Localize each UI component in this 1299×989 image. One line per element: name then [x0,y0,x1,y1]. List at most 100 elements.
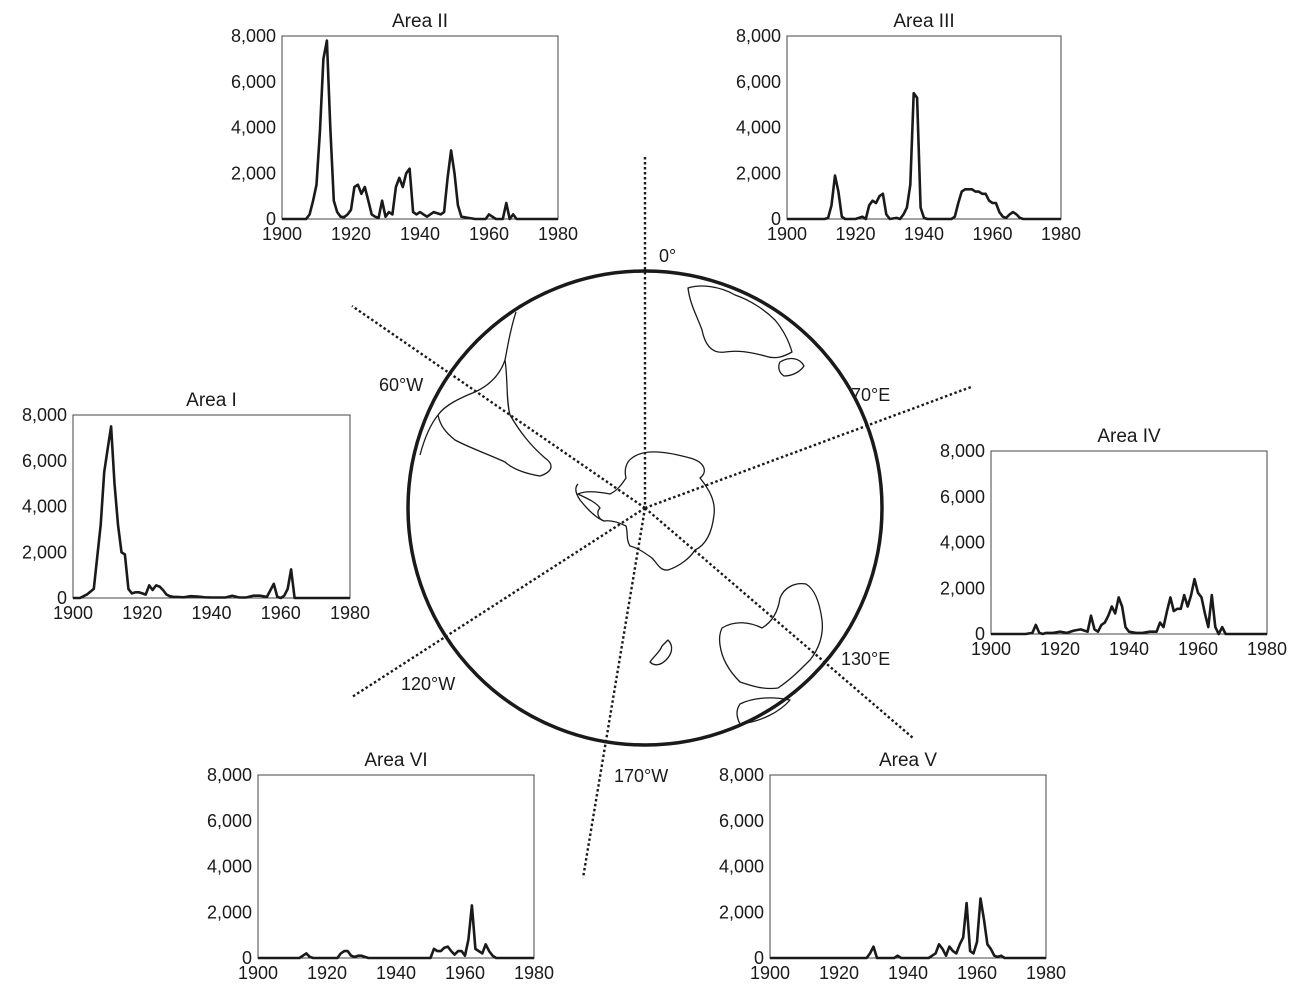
southeast-asia-coastline [736,697,791,725]
chart-3-ytick-label: 6,000 [940,487,985,507]
chart-1-xtick-label: 1960 [469,224,509,244]
chart-3-xtick-label: 1960 [1178,639,1218,659]
meridian-line-130e [644,507,914,739]
chart-1-plot-frame [281,35,559,220]
meridian-line-170w [581,507,647,879]
polar-map: 0° 70°E 130°E 170°W 120°W 60°W [351,157,972,879]
chart-3-ytick-label: 2,000 [940,578,985,598]
chart-0-title: Area I [186,390,237,411]
meridian-label-120w: 120°W [401,674,455,694]
chart-1-ytick-label: 2,000 [231,163,276,183]
chart-4-ytick-label: 8,000 [719,765,764,785]
chart-4-ytick-label: 2,000 [719,902,764,922]
chart-4-xtick-label: 1960 [957,963,997,983]
chart-5-xtick-label: 1980 [514,963,554,983]
madagascar-coastline [778,357,805,377]
chart-0-series-line [73,425,350,600]
chart-3-ytick-label: 0 [975,624,985,644]
meridian-label-170w: 170°W [614,766,668,786]
chart-3-ytick-label: 8,000 [940,441,985,461]
chart-1-ytick-label: 0 [266,209,276,229]
chart-5-title: Area VI [364,750,427,771]
chart-0-xtick-label: 1960 [261,603,301,623]
meridian-label-70e: 70°E [851,385,890,405]
chart-area-v: Area V 0 2,000 4,000 6,000 8,000 1900 1920 1940 1… [719,750,1066,983]
chart-5-xtick-label: 1960 [445,963,485,983]
chart-4-ytick-label: 4,000 [719,857,764,877]
chart-0-plot-frame [72,414,351,599]
chart-4-xtick-label: 1980 [1026,963,1066,983]
chart-3-xtick-label: 1920 [1040,639,1080,659]
chart-3-ytick-label: 4,000 [940,533,985,553]
meridian-label-130e: 130°E [841,649,890,669]
chart-5-series-line [258,904,534,960]
chart-0-ytick-label: 6,000 [22,451,67,471]
chart-0-ytick-label: 8,000 [22,405,67,425]
meridian-label-60w: 60°W [379,375,423,395]
chart-0-ytick-label: 4,000 [22,497,67,517]
chart-5-ytick-label: 4,000 [207,857,252,877]
chart-0-xtick-label: 1980 [330,603,370,623]
chart-0-xtick-label: 1920 [122,603,162,623]
africa-coastline [687,285,793,359]
antarctic-peninsula-coastline [575,483,605,522]
chart-4-xtick-label: 1940 [888,963,928,983]
antarctica-coastline [577,451,715,571]
chart-0-ytick-label: 0 [57,588,67,608]
chart-2-xtick-label: 1980 [1041,224,1081,244]
chart-area-ii: Area II 0 2,000 4,000 6,000 8,000 1900 1920 1940… [231,11,578,244]
chart-area-iii: Area III 0 2,000 4,000 6,000 8,000 1900 1920 194… [736,11,1081,244]
chart-3-plot-frame [990,450,1268,635]
chart-2-ytick-label: 4,000 [736,118,781,138]
chart-4-series-line [770,897,1046,960]
chart-1-series-line [282,39,558,221]
chart-2-ytick-label: 8,000 [736,26,781,46]
chart-area-i: Area I 0 2,000 4,000 6,000 8,000 1900 1920 1940 1… [22,390,370,623]
chart-1-xtick-label: 1920 [331,224,371,244]
chart-5-ytick-label: 0 [242,948,252,968]
chart-0-xtick-label: 1900 [53,603,93,623]
chart-4-ytick-label: 6,000 [719,811,764,831]
chart-2-xtick-label: 1960 [972,224,1012,244]
chart-4-title: Area V [879,750,937,771]
meridian-label-0: 0° [659,246,676,266]
chart-3-series-line [991,577,1267,636]
chart-2-ytick-label: 6,000 [736,72,781,92]
chart-1-xtick-label: 1980 [538,224,578,244]
meridian-line-120w [351,506,646,699]
meridian-line-70e [644,385,972,510]
meridian-line-60w [351,305,646,509]
chart-5-xtick-label: 1920 [307,963,347,983]
chart-1-ytick-label: 8,000 [231,26,276,46]
australia-coastline [718,582,824,690]
chart-area-iv: Area IV 0 2,000 4,000 6,000 8,000 1900 1920 1940… [940,426,1287,659]
chart-5-ytick-label: 6,000 [207,811,252,831]
chart-1-ytick-label: 6,000 [231,72,276,92]
chart-5-ytick-label: 2,000 [207,902,252,922]
chart-2-plot-frame [786,35,1062,220]
chart-0-xtick-label: 1940 [191,603,231,623]
chart-4-xtick-label: 1920 [819,963,859,983]
chart-4-ytick-label: 0 [754,948,764,968]
chart-area-vi: Area VI 0 2,000 4,000 6,000 8,000 1900 1920 1940… [207,750,554,983]
new-zealand-coastline [649,639,673,666]
chart-2-title: Area III [893,11,954,32]
chart-5-plot-frame [257,774,535,959]
south-america-coastline [419,311,552,477]
chart-2-ytick-label: 0 [771,209,781,229]
chart-3-xtick-label: 1900 [971,639,1011,659]
chart-1-ytick-label: 4,000 [231,118,276,138]
chart-4-xtick-label: 1900 [750,963,790,983]
chart-1-xtick-label: 1940 [400,224,440,244]
chart-1-title: Area II [392,11,448,32]
chart-3-xtick-label: 1980 [1247,639,1287,659]
chart-1-xtick-label: 1900 [262,224,302,244]
chart-2-ytick-label: 2,000 [736,163,781,183]
chart-2-xtick-label: 1940 [904,224,944,244]
chart-3-title: Area IV [1097,426,1161,447]
chart-5-xtick-label: 1900 [238,963,278,983]
chart-5-ytick-label: 8,000 [207,765,252,785]
chart-3-xtick-label: 1940 [1109,639,1149,659]
chart-5-xtick-label: 1940 [376,963,416,983]
